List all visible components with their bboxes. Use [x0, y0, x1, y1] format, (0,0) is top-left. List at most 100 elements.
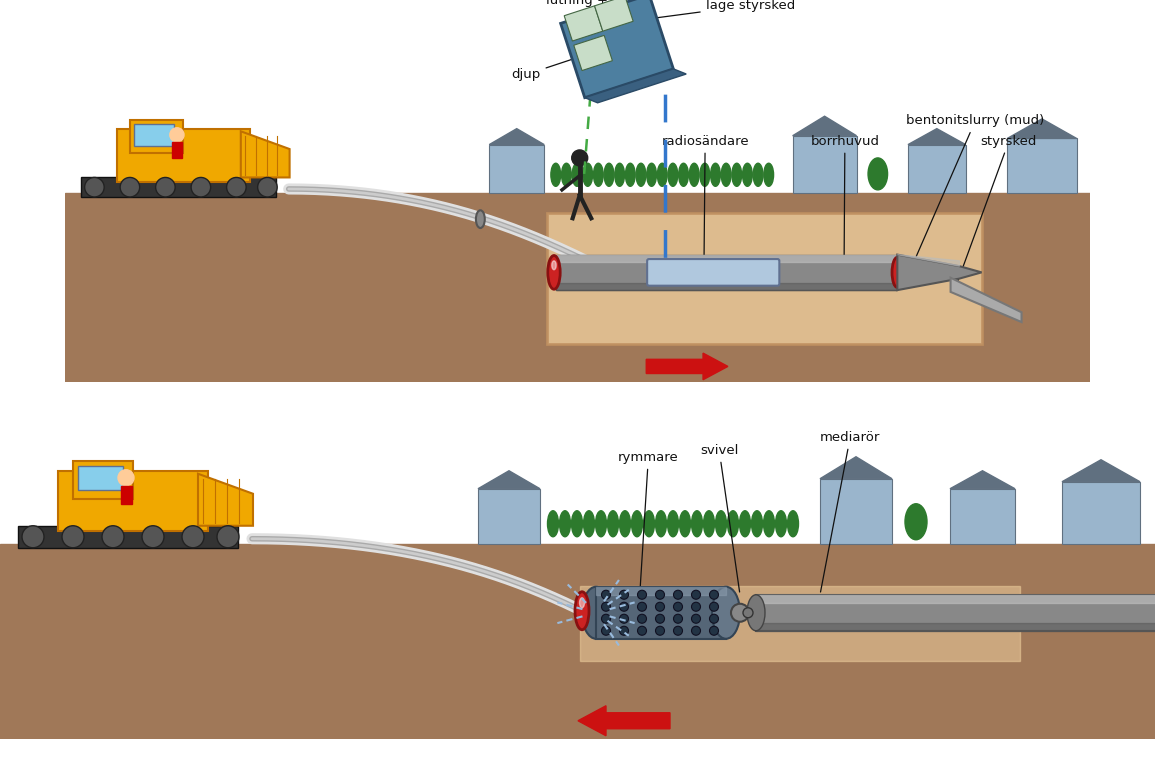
Circle shape — [638, 602, 647, 611]
Ellipse shape — [583, 510, 595, 536]
Ellipse shape — [608, 510, 618, 536]
Bar — [792, 136, 857, 193]
Circle shape — [156, 178, 176, 197]
Ellipse shape — [763, 163, 774, 186]
Circle shape — [602, 614, 611, 623]
Circle shape — [602, 626, 611, 636]
Bar — [546, 213, 982, 344]
Bar — [58, 471, 208, 531]
Circle shape — [638, 614, 647, 623]
Bar — [820, 478, 892, 544]
Circle shape — [619, 591, 628, 599]
Ellipse shape — [752, 510, 762, 536]
Bar — [65, 193, 1090, 382]
Text: svivel: svivel — [700, 444, 739, 592]
Circle shape — [191, 178, 210, 197]
Bar — [134, 124, 174, 146]
Ellipse shape — [788, 510, 798, 536]
Bar — [908, 145, 966, 193]
Bar — [596, 587, 726, 639]
Ellipse shape — [559, 510, 571, 536]
Ellipse shape — [604, 163, 613, 186]
Circle shape — [120, 178, 140, 197]
Polygon shape — [908, 129, 966, 145]
Circle shape — [572, 150, 588, 166]
Circle shape — [709, 591, 718, 599]
Circle shape — [709, 614, 718, 623]
Ellipse shape — [715, 510, 726, 536]
Circle shape — [656, 602, 664, 611]
Bar — [172, 142, 182, 158]
Ellipse shape — [775, 510, 787, 536]
Bar — [757, 623, 1155, 631]
Bar — [556, 283, 897, 290]
Circle shape — [673, 591, 683, 599]
Polygon shape — [951, 471, 1015, 489]
Polygon shape — [198, 474, 253, 526]
Circle shape — [692, 626, 700, 636]
Ellipse shape — [596, 510, 606, 536]
Circle shape — [656, 591, 664, 599]
Ellipse shape — [551, 163, 560, 186]
Ellipse shape — [869, 158, 887, 190]
Circle shape — [118, 470, 134, 486]
Ellipse shape — [580, 597, 584, 608]
Polygon shape — [574, 35, 612, 70]
Polygon shape — [490, 129, 544, 145]
Polygon shape — [240, 131, 290, 178]
Ellipse shape — [647, 163, 656, 186]
Text: borrhuvud: borrhuvud — [811, 134, 879, 258]
Bar — [0, 544, 1155, 739]
Ellipse shape — [575, 592, 589, 629]
Circle shape — [170, 127, 184, 142]
Circle shape — [692, 602, 700, 611]
Ellipse shape — [572, 163, 582, 186]
FancyBboxPatch shape — [647, 259, 780, 285]
Circle shape — [692, 591, 700, 599]
Ellipse shape — [583, 163, 593, 186]
Ellipse shape — [747, 594, 765, 631]
Circle shape — [226, 178, 246, 197]
Circle shape — [142, 526, 164, 548]
Bar — [1007, 138, 1076, 193]
Circle shape — [602, 591, 611, 599]
Text: lutning + -: lutning + - — [546, 0, 617, 12]
Ellipse shape — [625, 163, 635, 186]
Text: bentonitslurry (mud): bentonitslurry (mud) — [907, 114, 1044, 256]
Ellipse shape — [632, 510, 642, 536]
Polygon shape — [478, 471, 541, 489]
Bar — [73, 461, 133, 499]
Polygon shape — [897, 255, 982, 290]
Polygon shape — [792, 116, 857, 136]
Bar — [0, 406, 1155, 544]
Ellipse shape — [679, 510, 691, 536]
Circle shape — [638, 591, 647, 599]
Polygon shape — [564, 6, 603, 41]
Circle shape — [619, 602, 628, 611]
Ellipse shape — [668, 510, 678, 536]
Circle shape — [22, 526, 44, 548]
FancyArrow shape — [647, 353, 728, 380]
Text: rymmare: rymmare — [618, 451, 679, 588]
Bar — [478, 489, 541, 544]
Circle shape — [673, 602, 683, 611]
Ellipse shape — [763, 510, 775, 536]
Circle shape — [619, 614, 628, 623]
Ellipse shape — [614, 163, 625, 186]
Bar — [121, 486, 132, 504]
Bar — [18, 526, 238, 548]
Bar — [556, 255, 897, 262]
Ellipse shape — [636, 163, 646, 186]
Bar — [556, 255, 897, 290]
Circle shape — [673, 614, 683, 623]
Ellipse shape — [656, 510, 666, 536]
Ellipse shape — [739, 510, 751, 536]
Polygon shape — [584, 69, 686, 103]
Circle shape — [709, 626, 718, 636]
Ellipse shape — [476, 211, 485, 228]
Ellipse shape — [547, 256, 560, 289]
Ellipse shape — [906, 504, 927, 539]
Ellipse shape — [692, 510, 702, 536]
Circle shape — [743, 608, 753, 618]
Ellipse shape — [703, 510, 715, 536]
